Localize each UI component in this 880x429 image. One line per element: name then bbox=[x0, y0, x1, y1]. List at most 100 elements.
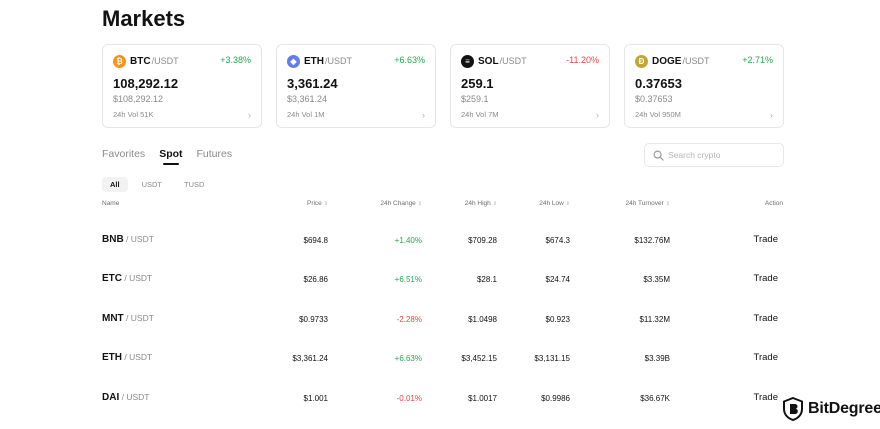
pair-base: ETH bbox=[102, 352, 122, 363]
pair-quote: / USDT bbox=[119, 392, 150, 402]
tab-futures[interactable]: Futures bbox=[196, 148, 233, 160]
chevron-right-icon: › bbox=[422, 110, 425, 120]
cell-high: $28.1 bbox=[476, 275, 497, 284]
card-volume: 24h Vol 51K bbox=[113, 110, 154, 119]
chevron-right-icon: › bbox=[770, 110, 773, 120]
header-change[interactable]: 24h Change ⇕ bbox=[380, 200, 422, 207]
ethereum-icon: ◆ bbox=[287, 54, 300, 68]
search-box[interactable] bbox=[644, 143, 784, 167]
trade-button[interactable]: Trade bbox=[753, 352, 778, 363]
card-fiat-price: $0.37653 bbox=[635, 94, 673, 104]
pair-name: BNB / USDT bbox=[102, 234, 154, 245]
card-symbol: DOGE bbox=[652, 55, 682, 67]
header-change-label: 24h Change bbox=[380, 200, 416, 207]
filter-chip-usdt[interactable]: USDT bbox=[141, 180, 163, 189]
quote-filter: All USDT TUSD bbox=[102, 177, 212, 192]
dogecoin-icon: Ð bbox=[635, 54, 648, 68]
cell-high: $1.0017 bbox=[468, 394, 497, 403]
card-change: +3.38% bbox=[220, 55, 251, 65]
trade-button[interactable]: Trade bbox=[753, 313, 778, 324]
card-change: +2.71% bbox=[742, 55, 773, 65]
card-symbol: ETH bbox=[304, 55, 324, 67]
tab-favorites[interactable]: Favorites bbox=[102, 148, 146, 160]
table-row[interactable]: ETC / USDT $26.86 +6.51% $28.1 $24.74 $3… bbox=[0, 271, 880, 291]
header-low[interactable]: 24h Low ⇕ bbox=[539, 200, 570, 207]
search-input[interactable] bbox=[668, 150, 773, 160]
cell-high: $3,452.15 bbox=[461, 354, 497, 363]
ticker-card-sol[interactable]: ≡ SOL /USDT -11.20% 259.1 $259.1 24h Vol… bbox=[450, 44, 610, 128]
card-quote: /USDT bbox=[682, 56, 710, 66]
table-row[interactable]: ETH / USDT $3,361.24 +6.63% $3,452.15 $3… bbox=[0, 350, 880, 370]
chevron-right-icon: › bbox=[596, 110, 599, 120]
pair-name: DAI / USDT bbox=[102, 392, 149, 403]
pair-base: BNB bbox=[102, 234, 124, 245]
ticker-card-doge[interactable]: Ð DOGE /USDT +2.71% 0.37653 $0.37653 24h… bbox=[624, 44, 784, 128]
cell-change: +6.51% bbox=[394, 275, 422, 284]
pair-name: ETH / USDT bbox=[102, 352, 152, 363]
trade-button[interactable]: Trade bbox=[753, 392, 778, 403]
card-price: 259.1 bbox=[461, 76, 494, 91]
filter-chip-tusd[interactable]: TUSD bbox=[184, 180, 205, 189]
pair-base: DAI bbox=[102, 392, 120, 403]
trade-button[interactable]: Trade bbox=[753, 234, 778, 245]
cell-turnover: $3.39B bbox=[644, 354, 670, 363]
cell-change: -0.01% bbox=[396, 394, 422, 403]
cell-low: $3,131.15 bbox=[534, 354, 570, 363]
filter-chip-all[interactable]: All bbox=[102, 177, 128, 192]
table-row[interactable]: DAI / USDT $1.001 -0.01% $1.0017 $0.9986… bbox=[0, 390, 880, 410]
card-price: 0.37653 bbox=[635, 76, 682, 91]
cell-low: $0.9986 bbox=[541, 394, 570, 403]
pair-name: ETC / USDT bbox=[102, 273, 152, 284]
table-row[interactable]: MNT / USDT $0.9733 -2.28% $1.0498 $0.923… bbox=[0, 311, 880, 331]
cell-low: $24.74 bbox=[545, 275, 570, 284]
sort-icon: ⇕ bbox=[417, 201, 422, 207]
ticker-card-eth[interactable]: ◆ ETH /USDT +6.63% 3,361.24 $3,361.24 24… bbox=[276, 44, 436, 128]
cell-price: $3,361.24 bbox=[292, 354, 328, 363]
solana-icon: ≡ bbox=[461, 54, 474, 68]
ticker-cards: ₿ BTC /USDT +3.38% 108,292.12 $108,292.1… bbox=[102, 44, 784, 128]
cell-price: $694.8 bbox=[303, 236, 328, 245]
pair-quote: / USDT bbox=[123, 313, 154, 323]
card-price: 108,292.12 bbox=[113, 76, 179, 91]
page-title: Markets bbox=[102, 6, 186, 31]
trade-button[interactable]: Trade bbox=[753, 273, 778, 284]
table-row[interactable]: BNB / USDT $694.8 +1.40% $709.28 $674.3 … bbox=[0, 232, 880, 252]
cell-change: -2.28% bbox=[396, 315, 422, 324]
cell-price: $26.86 bbox=[303, 275, 328, 284]
card-symbol: SOL bbox=[478, 55, 499, 67]
cell-high: $709.28 bbox=[468, 236, 497, 245]
cell-turnover: $11.32M bbox=[639, 315, 670, 324]
card-fiat-price: $108,292.12 bbox=[113, 94, 164, 104]
card-change: +6.63% bbox=[394, 55, 425, 65]
cell-price: $0.9733 bbox=[299, 315, 328, 324]
card-price: 3,361.24 bbox=[287, 76, 338, 91]
cell-change: +1.40% bbox=[394, 236, 422, 245]
header-turnover-label: 24h Turnover bbox=[625, 200, 664, 207]
header-high-label: 24h High bbox=[464, 200, 491, 207]
sort-icon: ⇕ bbox=[565, 201, 570, 207]
card-volume: 24h Vol 7M bbox=[461, 110, 499, 119]
cell-turnover: $3.35M bbox=[643, 275, 670, 284]
header-price-label: Price bbox=[306, 200, 322, 207]
sort-icon: ⇕ bbox=[492, 201, 497, 207]
card-volume: 24h Vol 1M bbox=[287, 110, 325, 119]
pair-base: MNT bbox=[102, 313, 124, 324]
pair-base: ETC bbox=[102, 273, 122, 284]
cell-change: +6.63% bbox=[394, 354, 422, 363]
card-symbol: BTC bbox=[130, 55, 151, 67]
watermark-text: BitDegree bbox=[808, 400, 880, 417]
header-name: Name bbox=[102, 200, 120, 207]
header-high[interactable]: 24h High ⇕ bbox=[465, 200, 497, 207]
card-volume: 24h Vol 950M bbox=[635, 110, 681, 119]
search-icon bbox=[653, 150, 664, 161]
card-quote: /USDT bbox=[499, 56, 527, 66]
cell-high: $1.0498 bbox=[468, 315, 497, 324]
header-price[interactable]: Price ⇕ bbox=[307, 200, 328, 207]
cell-price: $1.001 bbox=[303, 394, 328, 403]
header-turnover[interactable]: 24h Turnover ⇕ bbox=[625, 200, 670, 207]
tab-spot[interactable]: Spot bbox=[159, 148, 183, 165]
bitdegree-logo-icon bbox=[783, 397, 803, 421]
header-low-label: 24h Low bbox=[539, 200, 564, 207]
ticker-card-btc[interactable]: ₿ BTC /USDT +3.38% 108,292.12 $108,292.1… bbox=[102, 44, 262, 128]
card-fiat-price: $259.1 bbox=[461, 94, 489, 104]
